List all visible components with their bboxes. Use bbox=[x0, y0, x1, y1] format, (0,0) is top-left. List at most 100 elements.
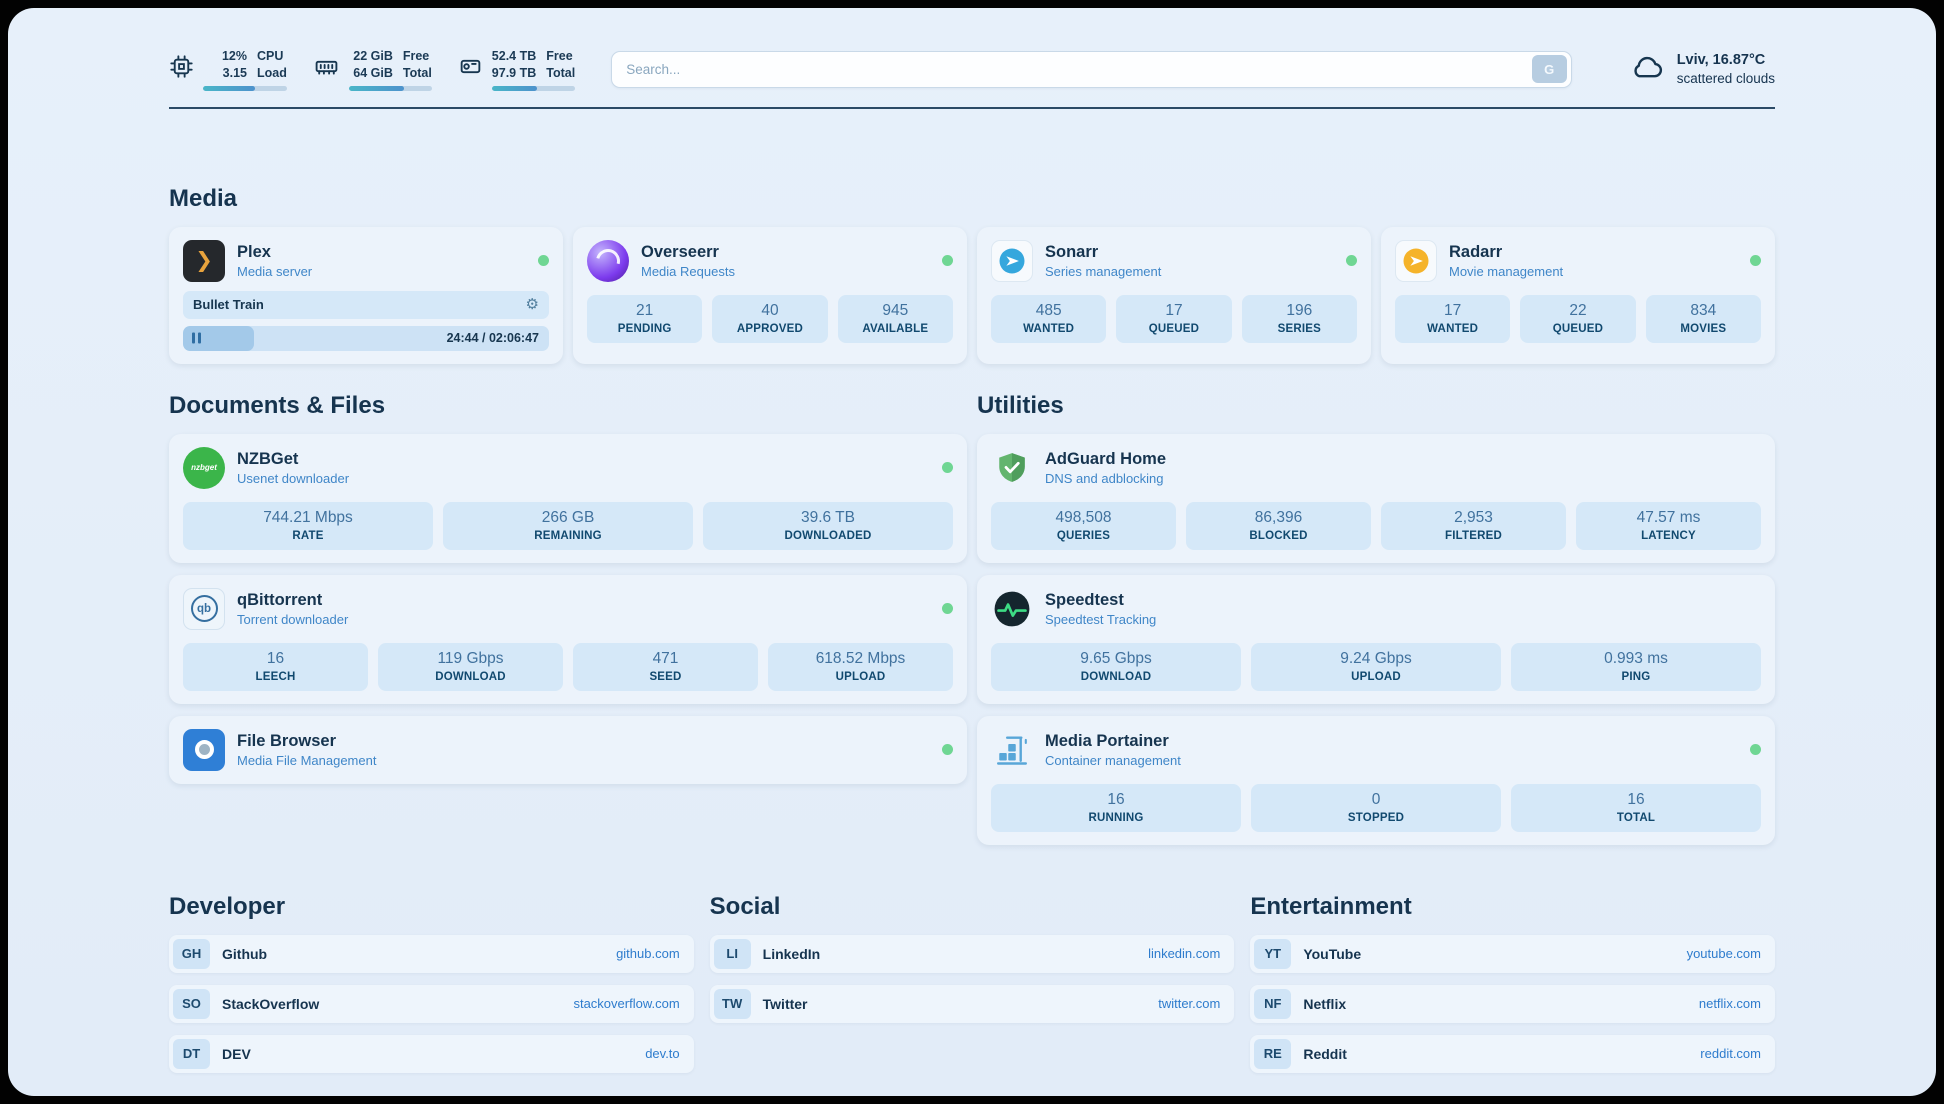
ram-icon bbox=[313, 54, 340, 84]
service-name: Media Portainer bbox=[1045, 731, 1169, 750]
search-engine-button[interactable]: G bbox=[1531, 55, 1567, 84]
stat-tile: 17 WANTED bbox=[1395, 294, 1511, 343]
weather-widget[interactable]: Lviv, 16.87°C scattered clouds bbox=[1628, 50, 1775, 89]
service-subtitle: Speedtest Tracking bbox=[1045, 612, 1157, 628]
bookmark-youtube[interactable]: YT YouTube youtube.com bbox=[1250, 934, 1775, 973]
cpu-widget: 12% 3.15 CPU Load bbox=[169, 48, 287, 91]
status-dot bbox=[1750, 744, 1761, 756]
cpu-usage-value: 12% bbox=[221, 49, 247, 63]
bookmark-url: twitter.com bbox=[1158, 996, 1221, 1012]
stat-tile: 16 TOTAL bbox=[1511, 783, 1761, 832]
cpu-usage-label: CPU bbox=[257, 49, 284, 63]
bookmark-abbr: LI bbox=[713, 938, 751, 969]
sonarr-icon bbox=[991, 239, 1033, 282]
group-title-entertainment: Entertainment bbox=[1250, 892, 1412, 920]
service-name: Plex bbox=[237, 242, 271, 261]
stat-tile: 196 SERIES bbox=[1241, 294, 1357, 343]
stat-tile: 498,508 QUERIES bbox=[991, 501, 1176, 550]
bookmark-twitter[interactable]: TW Twitter twitter.com bbox=[709, 984, 1235, 1023]
bookmark-group-entertainment: Entertainment YT YouTube youtube.com NF … bbox=[1250, 893, 1775, 1073]
bookmark-group-social: Social LI LinkedIn linkedin.com TW Twitt… bbox=[709, 892, 1235, 1073]
service-card-overseerr[interactable]: Overseerr Media Requests 21 PENDING 40 A… bbox=[573, 226, 967, 364]
service-name: NZBGet bbox=[237, 449, 299, 468]
service-subtitle: Movie management bbox=[1449, 264, 1564, 280]
stat-tile: 471 SEED bbox=[573, 642, 758, 691]
playback-time: 24:44 / 02:06:47 bbox=[446, 331, 539, 346]
dashboard-window: 12% 3.15 CPU Load bbox=[8, 8, 1936, 1096]
bookmark-linkedin[interactable]: LI LinkedIn linkedin.com bbox=[709, 934, 1235, 973]
search-bar: G bbox=[611, 50, 1572, 88]
service-subtitle: DNS and adblocking bbox=[1045, 471, 1164, 487]
bookmark-name: Netflix bbox=[1303, 995, 1347, 1012]
ram-total-value: 64 GiB bbox=[353, 65, 393, 80]
service-card-adguard[interactable]: AdGuard Home DNS and adblocking 498,508 … bbox=[977, 433, 1775, 563]
service-subtitle: Torrent downloader bbox=[237, 612, 349, 628]
service-name: Overseerr bbox=[641, 242, 719, 261]
service-card-plex[interactable]: ❯ Plex Media server Bullet Train ⚙ bbox=[169, 226, 563, 364]
gear-icon[interactable]: ⚙ bbox=[525, 296, 539, 314]
search-input[interactable] bbox=[611, 50, 1572, 88]
service-card-qbittorrent[interactable]: qb qBittorrent Torrent downloader 16 bbox=[169, 574, 967, 704]
service-subtitle: Media server bbox=[237, 264, 313, 280]
bookmark-url: reddit.com bbox=[1700, 1046, 1761, 1062]
adguard-icon bbox=[991, 447, 1033, 489]
service-card-nzbget[interactable]: nzbget NZBGet Usenet downloader 744.21 M… bbox=[169, 433, 967, 563]
pause-icon[interactable] bbox=[192, 332, 201, 344]
top-bar: 12% 3.15 CPU Load bbox=[169, 8, 1775, 91]
bookmark-abbr: NF bbox=[1254, 988, 1292, 1019]
section-title-media: Media bbox=[169, 184, 238, 212]
service-card-portainer[interactable]: Media Portainer Container management 16 … bbox=[977, 715, 1775, 845]
disk-total-value: 97.9 TB bbox=[491, 65, 537, 80]
stat-tile: 39.6 TB DOWNLOADED bbox=[703, 501, 953, 550]
stat-tile: 22 QUEUED bbox=[1520, 294, 1636, 343]
speedtest-icon bbox=[991, 588, 1033, 630]
stat-tile: 86,396 BLOCKED bbox=[1186, 501, 1371, 550]
playback-progress-bar[interactable]: 24:44 / 02:06:47 bbox=[183, 325, 549, 351]
service-card-speedtest[interactable]: Speedtest Speedtest Tracking 9.65 Gbps D… bbox=[977, 574, 1775, 704]
system-metrics: 12% 3.15 CPU Load bbox=[169, 48, 576, 91]
bookmark-github[interactable]: GH Github github.com bbox=[169, 934, 694, 973]
status-dot bbox=[538, 255, 549, 267]
plex-icon: ❯ bbox=[183, 239, 225, 282]
ram-free-label: Free bbox=[402, 49, 430, 63]
disk-icon bbox=[458, 54, 483, 84]
bookmark-url: linkedin.com bbox=[1148, 946, 1221, 962]
bookmark-name: LinkedIn bbox=[762, 945, 821, 962]
bookmark-url: github.com bbox=[616, 946, 680, 962]
bookmark-netflix[interactable]: NF Netflix netflix.com bbox=[1250, 984, 1775, 1023]
bookmark-dev[interactable]: DT DEV dev.to bbox=[169, 1034, 694, 1073]
bookmark-reddit[interactable]: RE Reddit reddit.com bbox=[1250, 1034, 1775, 1073]
bookmark-name: Reddit bbox=[1303, 1045, 1347, 1062]
bookmark-url: stackoverflow.com bbox=[573, 996, 680, 1012]
media-card-grid: ❯ Plex Media server Bullet Train ⚙ bbox=[169, 226, 1775, 364]
ram-progress-bar bbox=[348, 85, 432, 91]
section-title-utilities: Utilities bbox=[977, 391, 1064, 419]
bookmark-name: StackOverflow bbox=[222, 995, 320, 1012]
radarr-icon bbox=[1395, 239, 1437, 282]
bookmark-stackoverflow[interactable]: SO StackOverflow stackoverflow.com bbox=[169, 984, 694, 1023]
group-title-developer: Developer bbox=[169, 892, 286, 920]
overseerr-icon bbox=[587, 239, 629, 282]
stat-tile: 47.57 ms LATENCY bbox=[1576, 501, 1761, 550]
group-title-social: Social bbox=[709, 892, 781, 920]
disk-free-label: Free bbox=[546, 49, 573, 63]
service-subtitle: Media Requests bbox=[641, 264, 735, 280]
stat-tile: 834 MOVIES bbox=[1645, 294, 1761, 343]
weather-condition: scattered clouds bbox=[1676, 71, 1775, 87]
status-dot bbox=[942, 603, 953, 615]
service-subtitle: Usenet downloader bbox=[237, 471, 350, 487]
status-dot bbox=[942, 255, 953, 267]
cloud-icon bbox=[1628, 50, 1666, 89]
filebrowser-icon bbox=[183, 728, 225, 771]
service-card-radarr[interactable]: Radarr Movie management 17 WANTED 22 QUE… bbox=[1381, 226, 1775, 364]
stat-tile: 17 QUEUED bbox=[1116, 294, 1232, 343]
service-name: File Browser bbox=[237, 731, 337, 750]
cpu-progress-bar bbox=[203, 85, 287, 91]
stat-tile: 266 GB REMAINING bbox=[443, 501, 693, 550]
section-title-documents: Documents & Files bbox=[169, 391, 386, 419]
bookmark-group-developer: Developer GH Github github.com SO StackO… bbox=[169, 893, 694, 1073]
stat-tile: 9.65 Gbps DOWNLOAD bbox=[991, 642, 1241, 691]
service-card-filebrowser[interactable]: File Browser Media File Management bbox=[169, 715, 967, 784]
service-card-sonarr[interactable]: Sonarr Series management 485 WANTED 17 Q… bbox=[977, 226, 1371, 364]
bookmark-abbr: GH bbox=[173, 938, 210, 969]
